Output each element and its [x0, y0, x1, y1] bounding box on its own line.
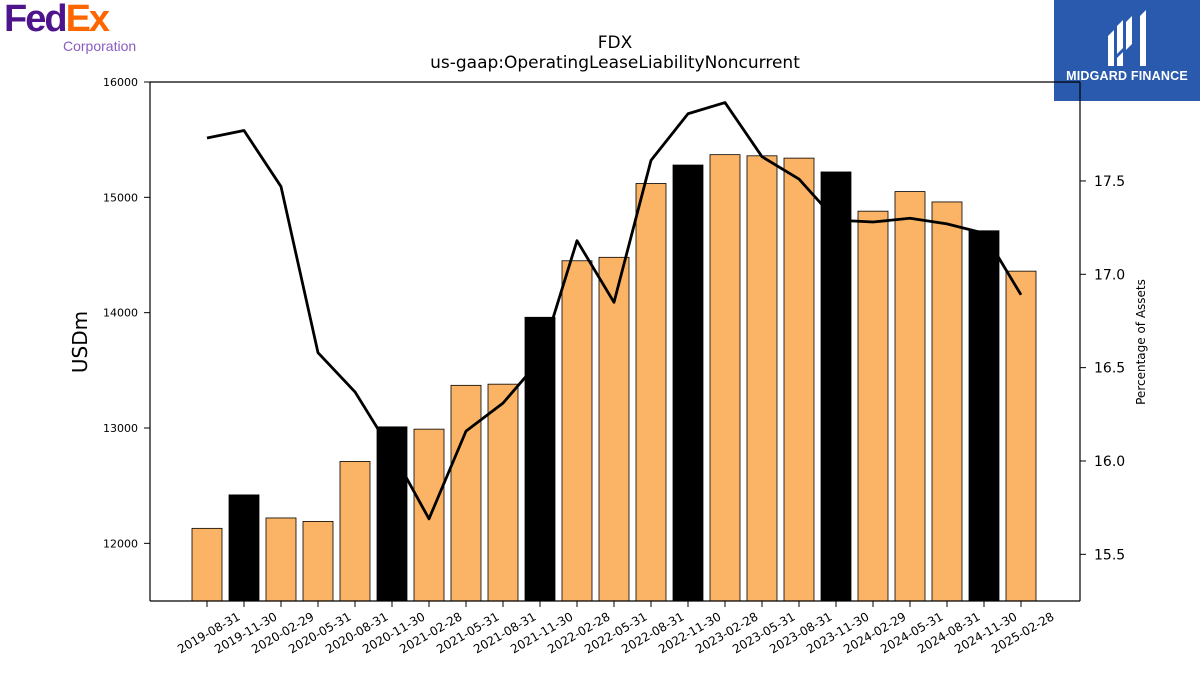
y-tick-label-16000: 16000 [103, 76, 138, 89]
midgard-emblem-icon [1108, 10, 1146, 66]
y2-tick-label-17.0: 17.0 [1094, 267, 1125, 283]
bar-2022-05-31 [598, 256, 630, 602]
bar-2023-11-30 [820, 171, 852, 602]
bar-2020-05-31 [302, 521, 334, 602]
y2-tick-label-15.5: 15.5 [1094, 547, 1125, 563]
bars-group [191, 154, 1037, 602]
bar-2021-05-31 [450, 384, 482, 602]
bar-2022-02-28 [561, 260, 593, 602]
bar-2023-05-31 [746, 155, 778, 602]
bar-2019-11-30 [228, 494, 260, 602]
bar-2024-05-31 [894, 191, 926, 602]
bar-2020-02-29 [265, 517, 297, 602]
bar-2024-11-30 [968, 230, 1000, 602]
bar-2022-11-30 [672, 164, 704, 602]
line-group [206, 101, 1023, 521]
bar-2023-02-28 [709, 154, 741, 602]
y2-tick-label-16.0: 16.0 [1094, 454, 1125, 470]
bar-2024-08-31 [931, 201, 963, 602]
bar-2024-02-29 [857, 210, 889, 602]
y2-tick-label-16.5: 16.5 [1094, 361, 1125, 377]
bar-2021-08-31 [487, 383, 519, 602]
bar-2023-08-31 [783, 157, 815, 602]
chart-subtitle: us-gaap:OperatingLeaseLiabilityNoncurren… [430, 53, 800, 73]
y-tick-label-15000: 15000 [103, 191, 138, 204]
bar-2021-02-28 [413, 428, 445, 602]
y2-axis-label: Percentage of Assets [1134, 279, 1148, 405]
bar-2022-08-31 [635, 183, 667, 602]
y-tick-label-14000: 14000 [103, 307, 138, 320]
y2-tick-label-17.5: 17.5 [1094, 174, 1125, 190]
chart-title: FDX [598, 33, 633, 53]
bar-2020-08-31 [339, 461, 371, 602]
bar-2025-02-28 [1005, 270, 1037, 602]
logo-fed-text: Fed [4, 0, 68, 40]
logo-ex-text: Ex [65, 0, 111, 40]
y-tick-label-12000: 12000 [103, 537, 138, 550]
bar-2019-08-31 [191, 527, 223, 602]
brand-name: MIDGARD FINANCE [1066, 69, 1188, 83]
midgard-finance-logo: MIDGARD FINANCE [1054, 0, 1200, 101]
y-tick-label-13000: 13000 [103, 422, 138, 435]
fedex-logo: FedEx Corporation [4, 0, 144, 54]
logo-corporation-text: Corporation [63, 38, 137, 54]
y-axis-label: USDm [68, 311, 92, 373]
